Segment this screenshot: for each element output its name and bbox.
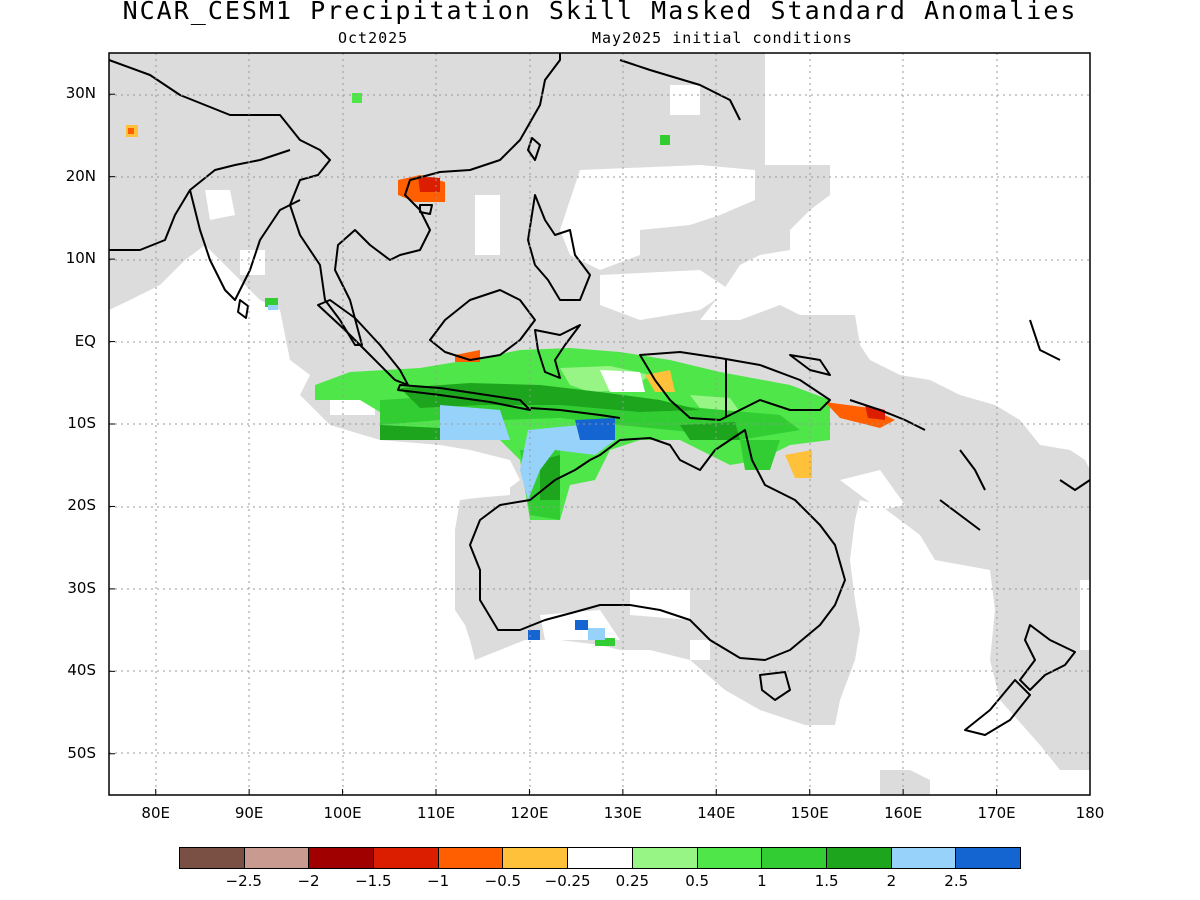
colorbar-swatch	[309, 848, 375, 868]
colorbar-label: 1	[757, 872, 767, 890]
colorbar-label: 0.5	[685, 872, 710, 890]
lat-label: 30N	[65, 84, 96, 103]
lon-label: 100E	[323, 804, 362, 822]
colorbar-label: 1.5	[814, 872, 839, 890]
forecast-month: Oct2025	[338, 29, 409, 47]
lon-label: 160E	[884, 804, 923, 822]
colorbar-label: −2.5	[225, 872, 262, 890]
lat-label: 20N	[65, 166, 96, 185]
colorbar-swatch	[568, 848, 633, 868]
lat-label: 20S	[67, 496, 96, 515]
axis-ticks	[109, 93, 1091, 795]
lon-label: 140E	[697, 804, 736, 822]
colorbar-swatch	[180, 848, 245, 868]
colorbar-swatch	[826, 848, 892, 868]
lon-label: 90E	[234, 804, 264, 822]
colorbar-label: −1.5	[355, 872, 392, 890]
lat-label: 10S	[67, 414, 96, 432]
lat-label: 10N	[65, 249, 96, 268]
lat-label: EQ	[74, 331, 96, 350]
colorbar-label: −0.5	[484, 872, 522, 890]
initial-conditions: May2025 initial conditions	[592, 29, 853, 47]
lat-label: 50S	[67, 743, 96, 762]
lon-label: 180	[1075, 804, 1105, 822]
colorbar-swatch	[244, 848, 310, 868]
chart-title: NCAR_CESM1 Precipitation Skill Masked St…	[122, 0, 1078, 25]
colorbar-swatch	[503, 848, 569, 868]
lon-label: 80E	[141, 804, 170, 822]
colorbar-label: −2	[297, 872, 320, 890]
lon-label: 120E	[510, 804, 549, 822]
colorbar-swatch	[697, 848, 763, 868]
lat-label: 30S	[67, 578, 96, 597]
colorbar-label: 2	[886, 872, 897, 890]
lon-label: 110E	[416, 804, 456, 822]
blue-high-anomalies	[268, 305, 615, 640]
graticule	[109, 53, 1090, 795]
colorbar-swatch	[374, 848, 439, 868]
colorbar	[179, 847, 1021, 869]
colorbar-swatch	[891, 848, 957, 868]
colorbar-swatch	[956, 848, 1020, 868]
lon-label: 150E	[790, 804, 829, 822]
lon-label: 170E	[977, 804, 1016, 822]
colorbar-swatch	[762, 848, 827, 868]
lon-label: 130E	[603, 804, 642, 822]
colorbar-label: −0.25	[544, 872, 591, 890]
colorbar-swatch	[438, 848, 504, 868]
coastlines	[109, 53, 1090, 736]
colorbar-label: 2.5	[944, 872, 969, 890]
colorbar-swatch	[632, 848, 698, 868]
lat-label: 40S	[67, 661, 96, 680]
colorbar-label: 0.25	[615, 872, 650, 890]
colorbar-label: −1	[427, 872, 450, 890]
